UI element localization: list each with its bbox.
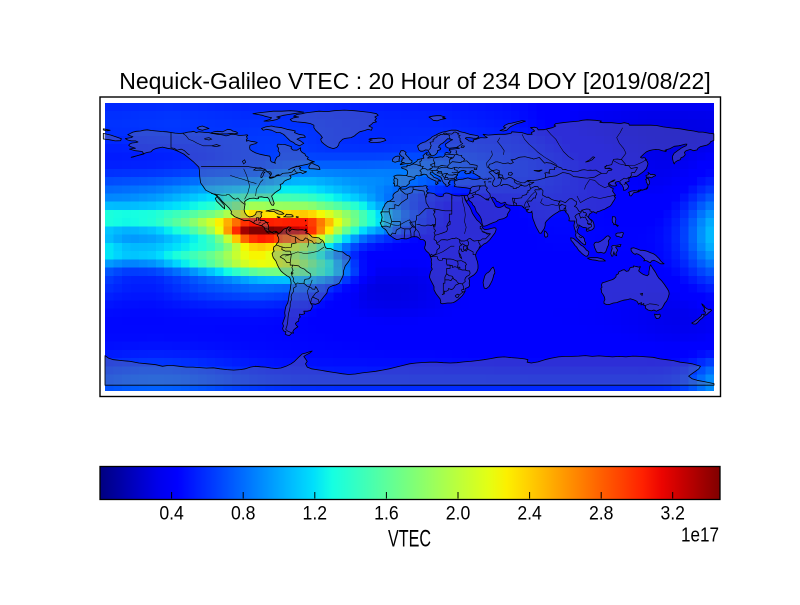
svg-text:2.8: 2.8 — [589, 503, 614, 525]
svg-text:1.6: 1.6 — [374, 503, 399, 525]
svg-text:VTEC: VTEC — [388, 526, 431, 552]
svg-text:0.4: 0.4 — [159, 503, 184, 525]
svg-text:2.0: 2.0 — [446, 503, 471, 525]
svg-text:1e17: 1e17 — [681, 524, 719, 546]
svg-text:2.4: 2.4 — [517, 503, 542, 525]
svg-text:1.2: 1.2 — [303, 503, 328, 525]
svg-text:3.2: 3.2 — [660, 503, 685, 525]
svg-text:Nequick-Galileo VTEC : 20 Hour: Nequick-Galileo VTEC : 20 Hour of 234 DO… — [119, 68, 711, 94]
svg-text:0.8: 0.8 — [231, 503, 256, 525]
